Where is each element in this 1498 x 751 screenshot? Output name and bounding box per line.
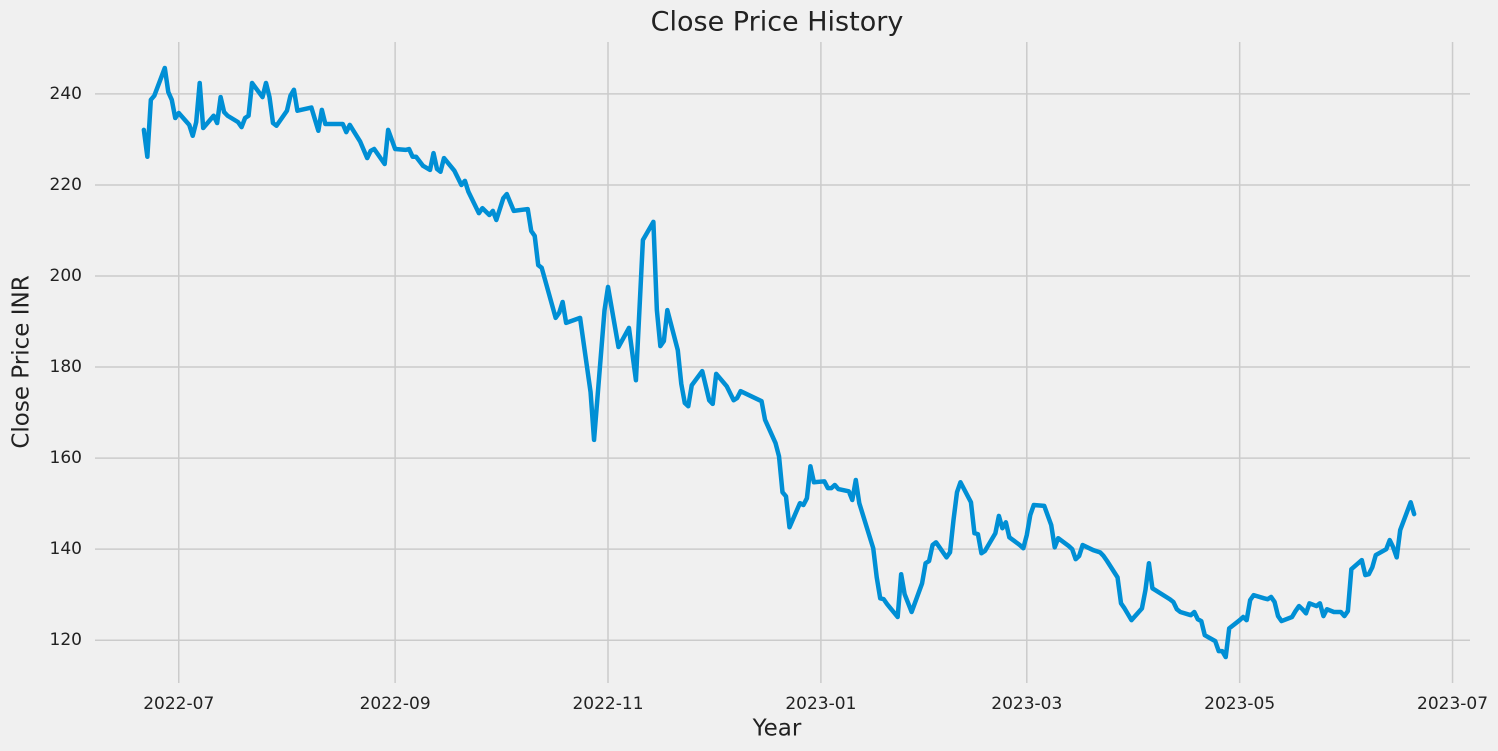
chart-title: Close Price History xyxy=(651,7,904,38)
x-tick-label: 2023-03 xyxy=(991,694,1062,714)
price-line xyxy=(141,65,1417,660)
y-tick-label: 200 xyxy=(50,266,82,286)
x-tick-label: 2023-05 xyxy=(1204,694,1275,714)
y-tick-label: 180 xyxy=(50,357,82,377)
y-tick-label: 140 xyxy=(50,539,82,559)
y-tick-label: 120 xyxy=(50,630,82,650)
x-tick-label: 2023-07 xyxy=(1417,694,1488,714)
x-tick-label: 2022-11 xyxy=(572,694,643,714)
x-axis-label: Year xyxy=(752,716,802,742)
y-tick-label: 220 xyxy=(50,175,82,195)
x-tick-label: 2022-07 xyxy=(143,694,214,714)
y-tick-label: 240 xyxy=(50,84,82,104)
y-tick-label: 160 xyxy=(50,448,82,468)
x-tick-label: 2022-09 xyxy=(360,694,431,714)
y-axis-label: Close Price INR xyxy=(9,275,35,448)
x-tick-label: 2023-01 xyxy=(785,694,856,714)
plot-area xyxy=(141,65,1417,660)
